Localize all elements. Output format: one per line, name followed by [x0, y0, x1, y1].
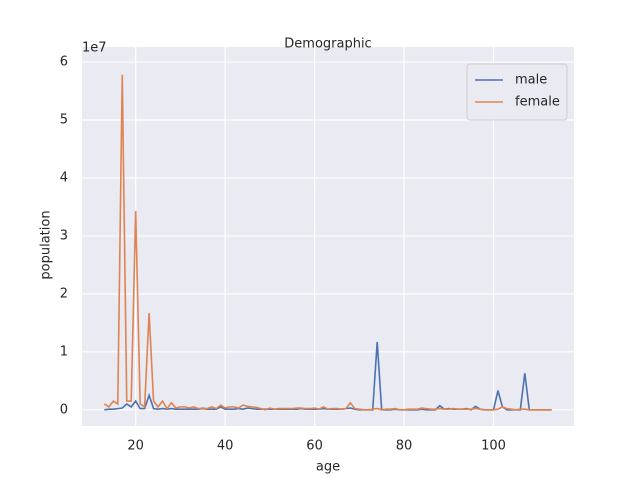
legend-label: female	[515, 95, 560, 110]
x-tick-label: 20	[127, 439, 144, 454]
y-axis-label: population	[39, 210, 54, 279]
x-axis-label: age	[316, 460, 340, 475]
legend: male female	[466, 63, 568, 121]
series-line	[103, 74, 552, 411]
x-tick-label: 40	[217, 439, 234, 454]
y-tick-label: 6	[60, 55, 68, 70]
grid	[82, 47, 574, 426]
y-tick-label: 2	[60, 286, 68, 301]
x-tick-label: 80	[396, 439, 413, 454]
y-tick-label: 3	[60, 228, 68, 243]
y-tick-label: 1	[60, 344, 68, 359]
lines	[103, 74, 552, 411]
y-offset-label: 1e7	[82, 41, 107, 56]
x-tick-label: 60	[306, 439, 323, 454]
y-tick-label: 0	[60, 402, 68, 417]
y-tick-label: 4	[60, 170, 68, 185]
x-tick-label: 100	[481, 439, 506, 454]
legend-label: male	[515, 73, 547, 88]
legend-box	[466, 63, 568, 121]
y-tick-label: 5	[60, 113, 68, 128]
chart-title: Demographic	[284, 37, 371, 52]
